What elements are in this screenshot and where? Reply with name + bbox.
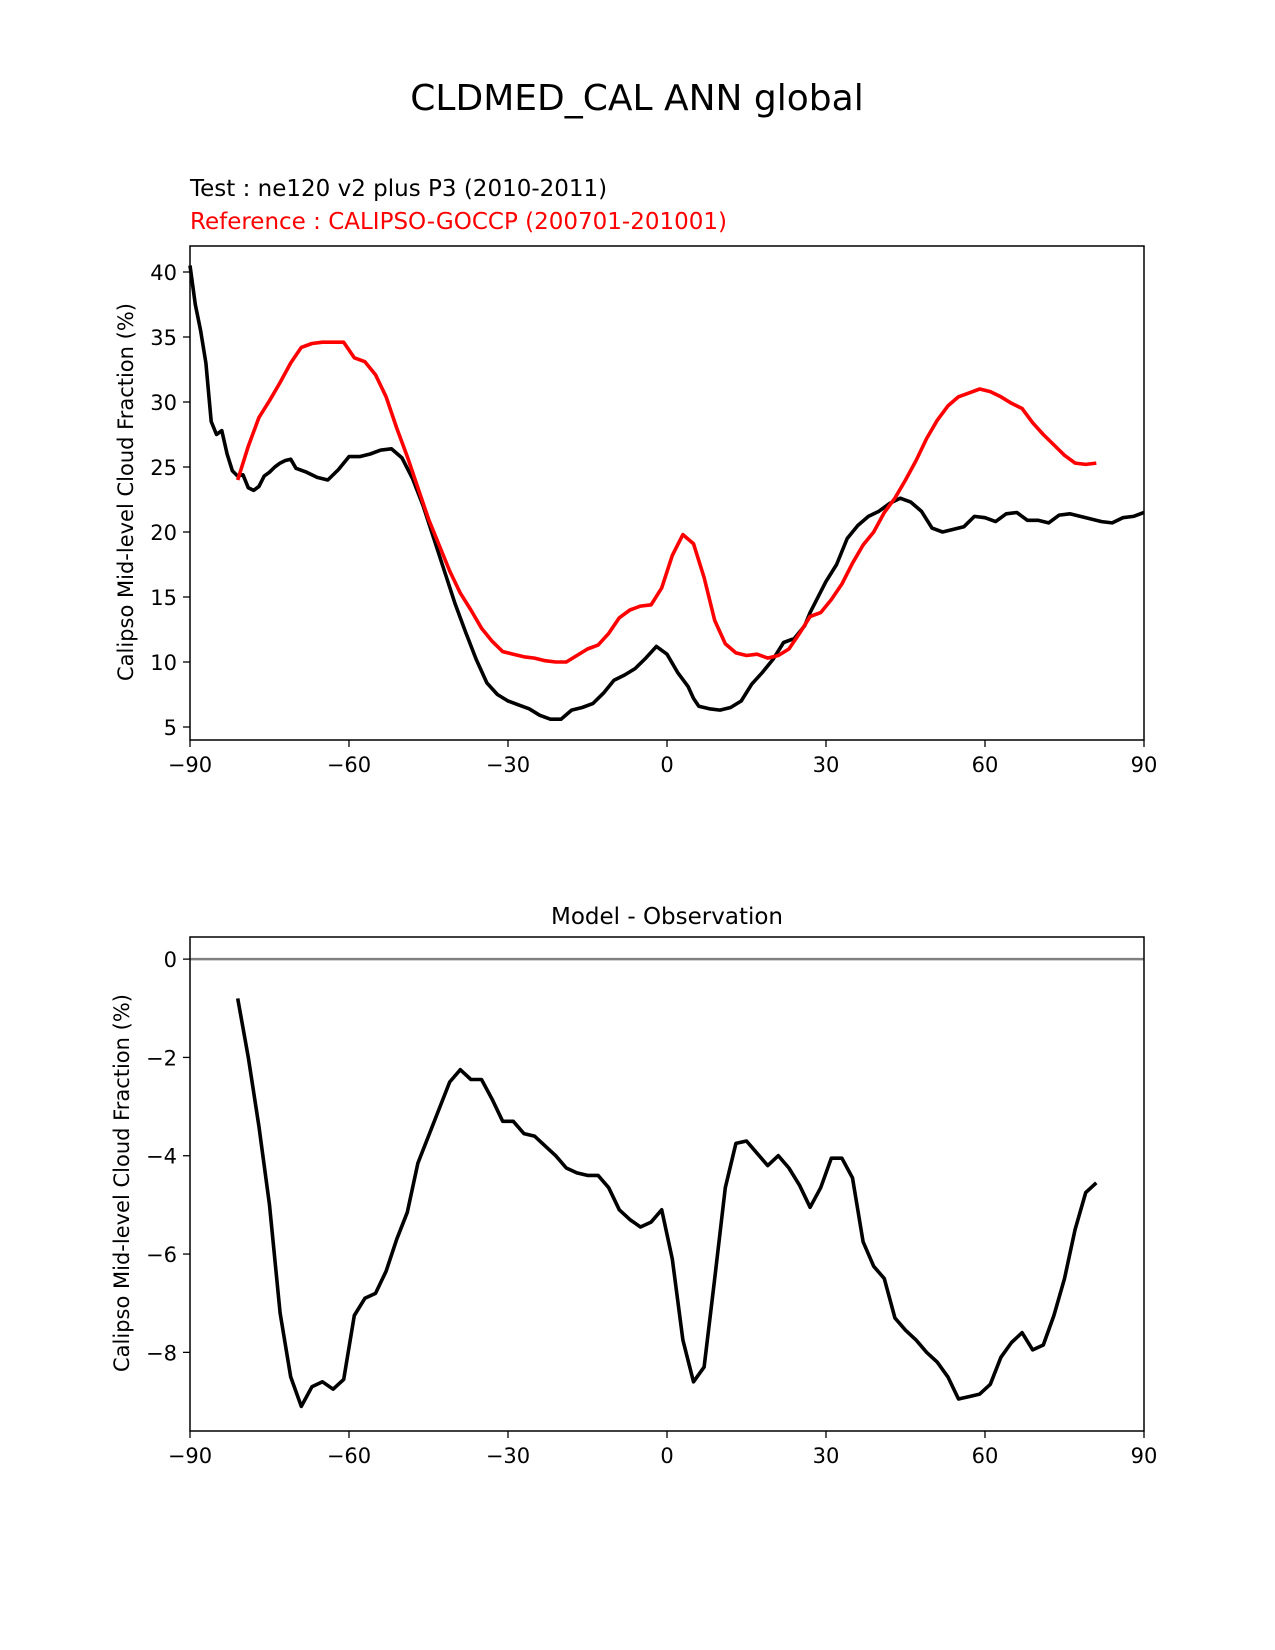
x-tick-label: −90: [168, 753, 212, 777]
x-tick-label: 60: [972, 1444, 999, 1468]
x-tick-label: 90: [1131, 1444, 1158, 1468]
reference-label: Reference : CALIPSO-GOCCP (200701-201001…: [190, 209, 727, 235]
data-points-test: [189, 265, 1145, 720]
bottom-panel: Model - Observation Calipso Mid-level Cl…: [110, 904, 1157, 1468]
x-tick-label: 30: [813, 1444, 840, 1468]
y-tick-label: 10: [150, 651, 177, 675]
series-line-reference: [235, 340, 1097, 664]
y-axis-label: Calipso Mid-level Cloud Fraction (%): [114, 303, 138, 681]
x-tick-label: −30: [486, 1444, 530, 1468]
series-lines: [188, 265, 1145, 722]
y-tick-label: 40: [150, 261, 177, 285]
y-tick-label: −8: [146, 1341, 177, 1365]
plot-area-frame: [189, 245, 1145, 741]
y-tick-label: 5: [164, 716, 177, 740]
test-label: Test : ne120 v2 plus P3 (2010-2011): [189, 176, 607, 202]
data-points-reference: [237, 342, 1097, 663]
y-tick-label: 35: [150, 326, 177, 350]
figure-title: CLDMED_CAL ANN global: [410, 78, 863, 119]
x-tick-label: −60: [327, 1444, 371, 1468]
x-tick-label: 0: [660, 753, 673, 777]
y-tick-label: 25: [150, 456, 177, 480]
x-tick-label: −30: [486, 753, 530, 777]
top-panel: Test : ne120 v2 plus P3 (2010-2011) Refe…: [114, 176, 1157, 777]
y-tick-label: 20: [150, 521, 177, 545]
x-tick-label: −90: [168, 1444, 212, 1468]
x-tick-label: 0: [660, 1444, 673, 1468]
axis-ticks: −90 −60 −30 0 30 60 90 5 10 15 20 25 30 35 40: [150, 261, 1157, 777]
plot-area-frame: [189, 936, 1145, 1432]
x-tick-label: −60: [327, 753, 371, 777]
y-tick-label: 0: [164, 948, 177, 972]
series-lines: [190, 957, 1144, 1409]
data-points-difference: [237, 998, 1097, 1407]
series-line-difference: [235, 998, 1098, 1409]
x-tick-label: 90: [1131, 753, 1158, 777]
y-tick-label: −2: [146, 1046, 177, 1070]
x-tick-label: 30: [813, 753, 840, 777]
y-tick-label: 30: [150, 391, 177, 415]
y-tick-label: −4: [146, 1145, 177, 1169]
axis-ticks: −90 −60 −30 0 30 60 90 0 −2 −4 −6 −8: [146, 948, 1157, 1468]
y-tick-label: 15: [150, 586, 177, 610]
x-tick-label: 60: [972, 753, 999, 777]
series-line-test: [188, 265, 1145, 722]
y-tick-label: −6: [146, 1243, 177, 1267]
y-axis-label: Calipso Mid-level Cloud Fraction (%): [110, 994, 134, 1372]
difference-title: Model - Observation: [551, 904, 783, 930]
